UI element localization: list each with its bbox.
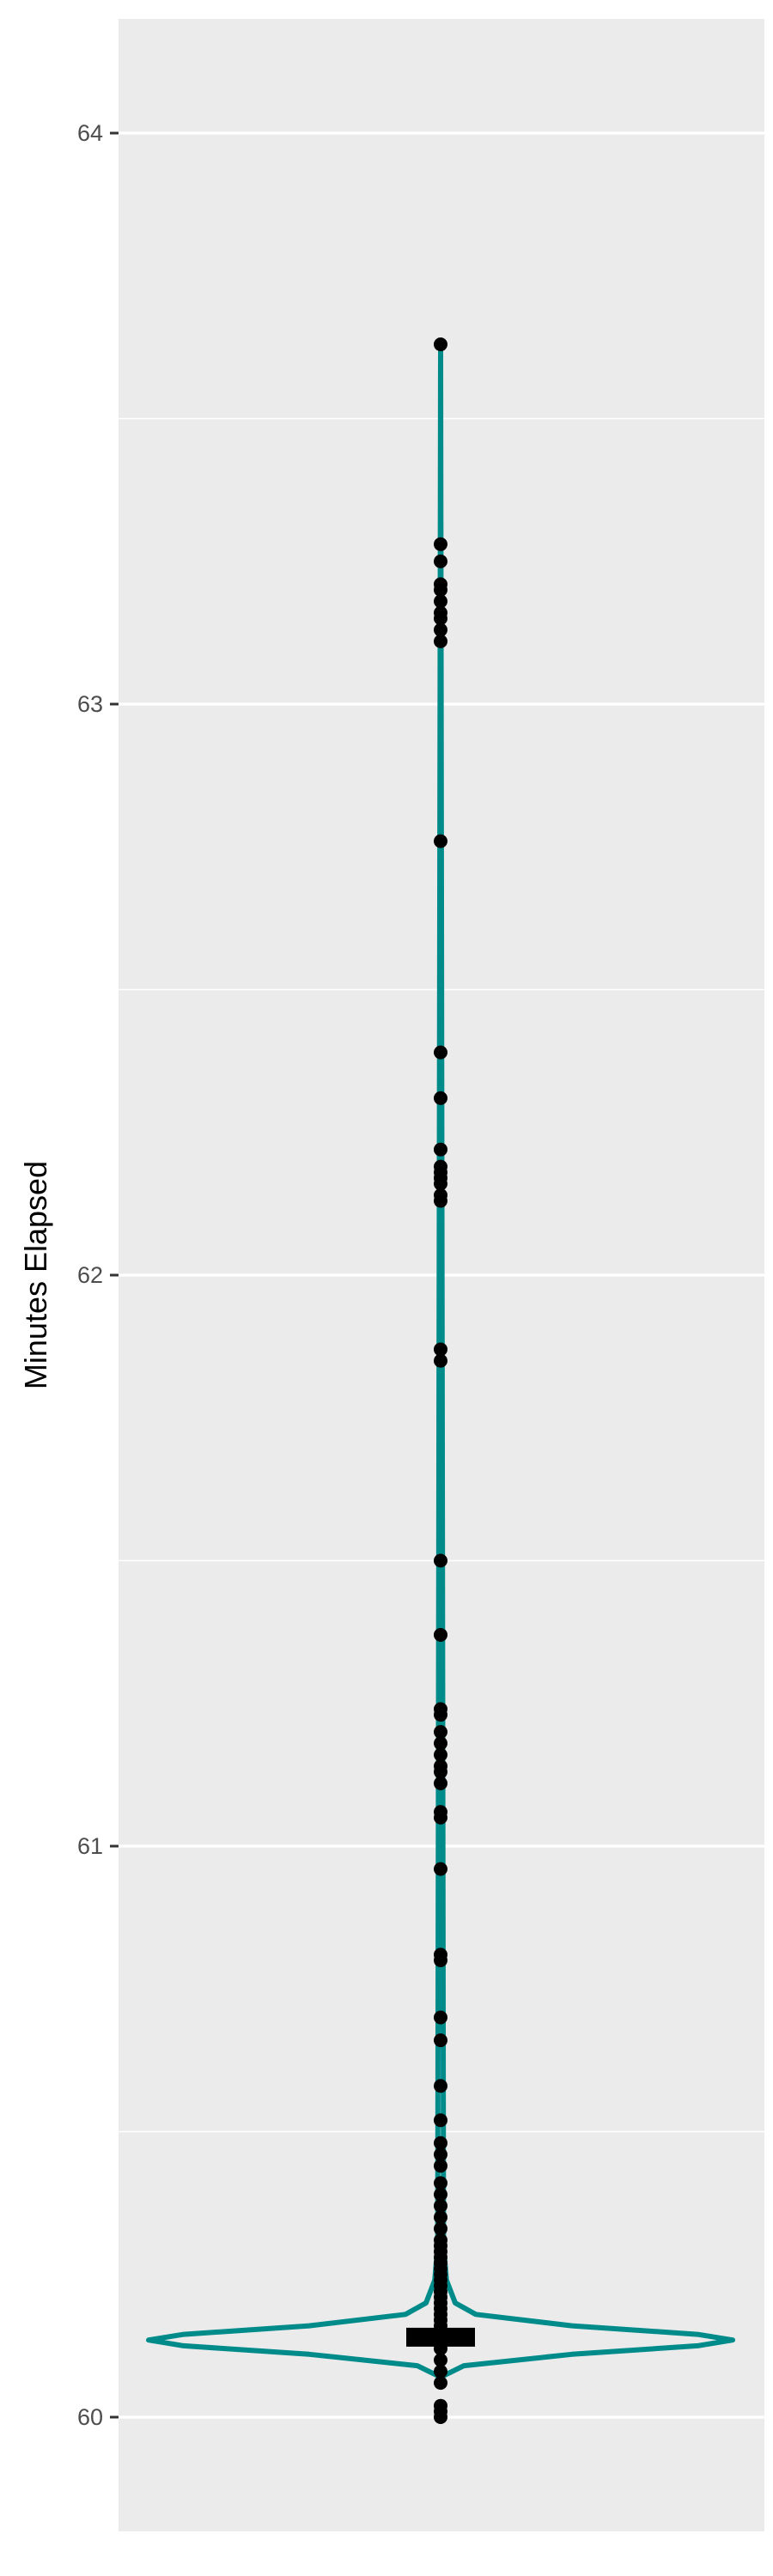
data-point	[434, 1342, 447, 1357]
y-tick-label: 64	[77, 120, 103, 146]
data-point	[434, 554, 447, 568]
y-tick-label: 60	[77, 2404, 103, 2430]
data-point	[434, 1091, 447, 1105]
data-point	[434, 337, 447, 352]
y-tick-label: 61	[77, 1833, 103, 1859]
data-point	[434, 577, 447, 592]
data-point	[434, 594, 447, 609]
data-point	[434, 1776, 447, 1790]
data-point	[434, 2159, 447, 2173]
data-point	[434, 1736, 447, 1751]
data-point	[434, 2148, 447, 2162]
data-point	[434, 1725, 447, 1739]
y-tick-label: 63	[77, 691, 103, 717]
data-point	[434, 1947, 447, 1962]
median-bar	[406, 2327, 475, 2347]
data-point	[434, 834, 447, 848]
data-point	[434, 1627, 447, 1642]
data-point	[434, 1553, 447, 1568]
data-point	[434, 623, 447, 637]
data-point	[434, 2136, 447, 2150]
data-point	[434, 1702, 447, 1716]
data-point	[434, 2398, 447, 2413]
data-point	[434, 1159, 447, 1174]
data-point	[434, 2376, 447, 2391]
data-point	[434, 2176, 447, 2190]
data-point	[434, 2113, 447, 2128]
data-point	[434, 1045, 447, 1060]
y-axis-title: Minutes Elapsed	[18, 1161, 53, 1389]
data-point	[434, 2353, 447, 2367]
data-point	[434, 1142, 447, 1157]
data-point	[434, 2233, 447, 2247]
data-point	[434, 634, 447, 648]
data-point	[434, 605, 447, 620]
y-axis: 60 61 62 63 64	[77, 120, 119, 2430]
y-tick-label: 62	[77, 1262, 103, 1288]
data-point	[434, 1862, 447, 1876]
data-point	[434, 1805, 447, 1820]
data-point	[434, 1747, 447, 1762]
data-points	[406, 337, 475, 2424]
data-point	[434, 537, 447, 551]
data-point	[434, 1188, 447, 1202]
data-point	[434, 1353, 447, 1368]
data-point	[434, 2079, 447, 2093]
data-point	[434, 2187, 447, 2202]
data-point	[434, 2221, 447, 2236]
data-point	[434, 2010, 447, 2025]
data-point	[434, 2210, 447, 2225]
data-point	[434, 2033, 447, 2048]
data-point	[434, 2364, 447, 2379]
data-point	[434, 1759, 447, 1773]
data-point	[434, 2198, 447, 2213]
